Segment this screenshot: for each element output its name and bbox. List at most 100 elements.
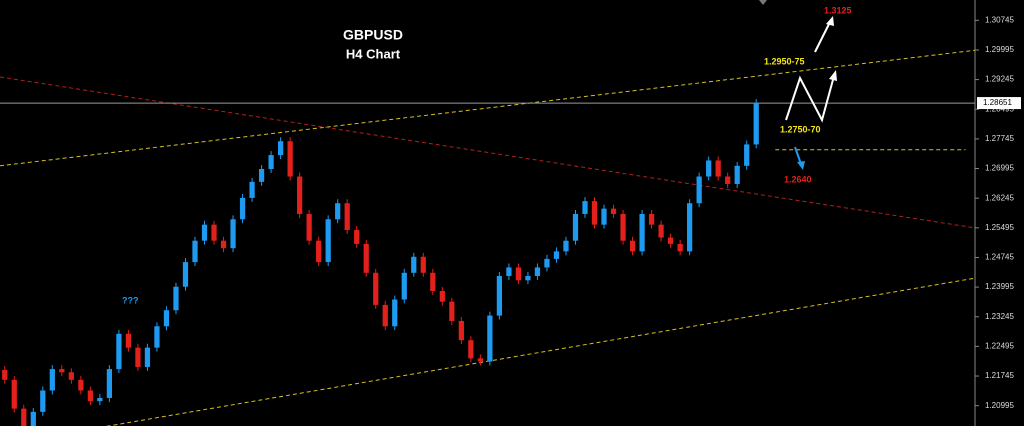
candle-body	[306, 213, 312, 241]
candle-body	[144, 347, 151, 367]
candle-body	[2, 369, 8, 380]
candle-body	[449, 301, 455, 321]
candle-body	[477, 358, 483, 362]
candle-body	[553, 251, 560, 259]
chart-title: GBPUSD	[343, 27, 403, 43]
candle-body	[639, 213, 645, 252]
candle-body	[525, 276, 531, 281]
candle-body	[382, 304, 388, 327]
candle-body	[297, 176, 303, 214]
candle-body	[496, 276, 503, 316]
candle-body	[487, 315, 493, 362]
scroll-marker	[759, 0, 767, 5]
candle-body	[430, 272, 436, 291]
candle-body	[344, 203, 350, 230]
trendline	[0, 76, 976, 229]
candle-body	[21, 408, 27, 426]
y-tick-label: 1.20995	[985, 401, 1014, 410]
candle-body	[658, 224, 664, 238]
candle-body	[620, 213, 626, 241]
candle-body	[116, 333, 122, 370]
candle-body	[734, 165, 740, 184]
y-tick-label: 1.21745	[985, 371, 1014, 380]
candle-body	[230, 219, 236, 249]
chart-subtitle: H4 Chart	[346, 46, 401, 61]
candle-body	[316, 240, 322, 263]
candle-body	[687, 203, 693, 252]
annotation: 1.2950-75	[764, 56, 805, 66]
price-label-box	[977, 97, 1021, 110]
candle-body	[439, 290, 445, 302]
candle-body	[648, 213, 655, 225]
candle-body	[11, 379, 17, 409]
candle-body	[201, 224, 208, 241]
candle-body	[582, 201, 588, 214]
candle-body	[677, 243, 683, 252]
candle-body	[106, 369, 113, 398]
arrowhead	[829, 70, 837, 81]
candle-body	[249, 181, 255, 198]
candle-body	[725, 176, 731, 184]
candle-body	[572, 213, 579, 241]
candle-body	[591, 201, 598, 225]
annotation: ???	[122, 295, 139, 305]
candle-body	[515, 267, 522, 281]
candle-body	[753, 103, 759, 145]
candle-body	[706, 160, 712, 177]
candle-body	[78, 379, 84, 391]
y-tick-label: 1.23245	[985, 312, 1014, 321]
candle-body	[335, 203, 341, 220]
candle-body	[268, 155, 274, 170]
candle-body	[392, 299, 398, 327]
candle-body	[125, 333, 132, 348]
candle-body	[173, 286, 179, 311]
candle-body	[373, 272, 379, 305]
candle-body	[544, 258, 550, 268]
candle-body	[458, 320, 464, 341]
candle-body	[468, 340, 474, 359]
candle-body	[411, 256, 417, 273]
candle-body	[135, 347, 141, 367]
candle-body	[563, 240, 569, 252]
candle-body	[287, 141, 293, 177]
candle-body	[277, 141, 284, 156]
candle-body	[325, 219, 331, 263]
marks	[0, 49, 976, 426]
candle-body	[696, 176, 702, 204]
annotation: 1.2750-70	[780, 124, 821, 134]
candle-body	[420, 256, 426, 273]
annotation: 1.2640	[784, 174, 812, 184]
arrowhead	[797, 161, 805, 170]
candle-body	[87, 390, 93, 402]
candle-body	[610, 208, 617, 214]
candle-body	[220, 240, 227, 249]
candle-body	[49, 369, 55, 391]
annotation: 1.3125	[824, 5, 852, 15]
candle-body	[601, 208, 607, 225]
candle-body	[97, 397, 103, 402]
y-tick-label: 1.26995	[985, 164, 1014, 173]
y-tick-label: 1.24745	[985, 253, 1014, 262]
y-tick-label: 1.25495	[985, 223, 1014, 232]
candle-body	[68, 372, 74, 380]
candle-body	[154, 326, 160, 348]
candle-body	[40, 390, 46, 412]
y-tick-label: 1.26245	[985, 193, 1014, 202]
candle-body	[715, 160, 721, 177]
candle-body	[211, 224, 217, 241]
candle-body	[401, 272, 407, 300]
candle-body	[258, 169, 265, 182]
candle-body	[239, 197, 246, 220]
y-tick-label: 1.27745	[985, 134, 1014, 143]
candle-body	[182, 262, 189, 287]
y-tick-label: 1.30745	[985, 15, 1014, 24]
candle-body	[744, 144, 750, 166]
candle-body	[163, 310, 170, 327]
arrow	[814, 21, 831, 53]
candle-body	[59, 369, 65, 373]
arrowhead	[826, 16, 834, 26]
zigzag-arrow	[785, 75, 835, 123]
